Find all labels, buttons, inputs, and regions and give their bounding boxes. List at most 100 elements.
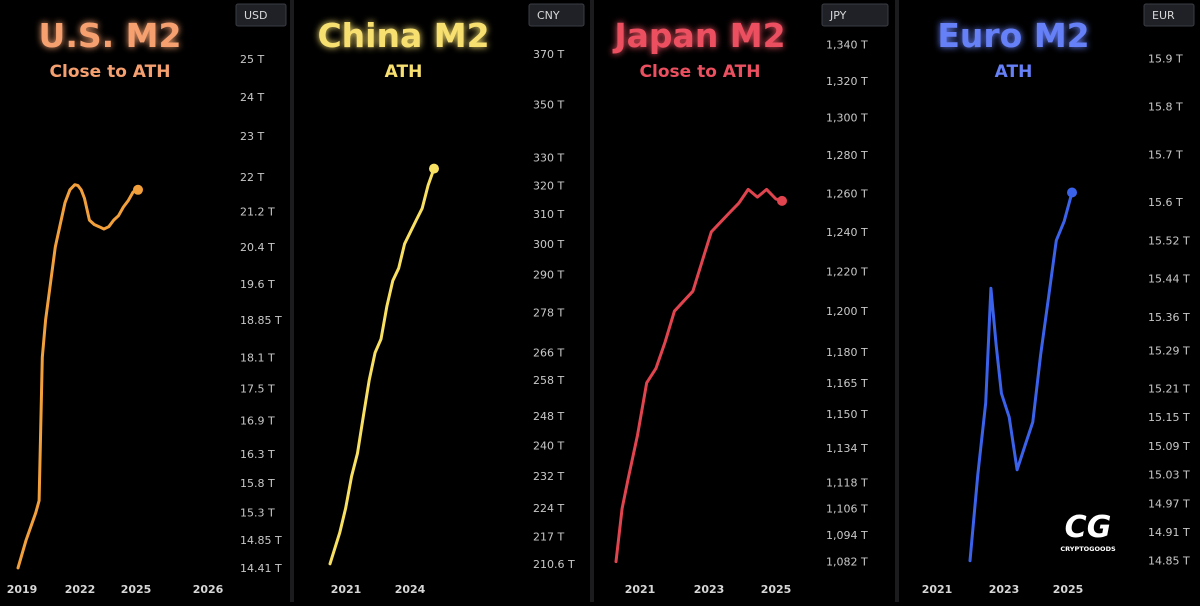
data-point <box>636 434 639 437</box>
data-point <box>329 563 331 565</box>
data-point <box>692 290 694 293</box>
data-point <box>74 183 76 186</box>
data-point <box>38 499 40 502</box>
panel-separator <box>895 0 899 602</box>
y-tick-label: 15.44 T <box>1148 273 1190 286</box>
chart-subtitle: ATH <box>385 62 423 82</box>
data-point <box>403 243 406 245</box>
y-tick-label: 25 T <box>240 53 264 66</box>
data-point <box>356 452 359 455</box>
currency-badge <box>235 3 287 27</box>
data-point <box>621 507 623 510</box>
data-point <box>392 279 394 282</box>
x-tick-label: 2021 <box>922 583 953 596</box>
y-tick-label: 210.6 T <box>533 558 575 571</box>
y-tick-label: 1,094 T <box>826 529 868 542</box>
data-point <box>701 260 703 263</box>
x-tick-label: 2025 <box>1053 583 1084 596</box>
panel-separator <box>590 0 594 602</box>
series-line <box>328 167 436 566</box>
data-point <box>386 305 388 308</box>
data-point <box>645 382 648 384</box>
end-marker <box>1067 187 1077 198</box>
x-tick-label: 2023 <box>989 583 1020 596</box>
y-tick-label: 15.09 T <box>1148 440 1190 453</box>
data-point <box>25 539 27 541</box>
y-tick-label: 1,320 T <box>826 75 868 88</box>
x-tick-label: 2024 <box>395 583 426 596</box>
panel-eur: EUR 15.9 T 15.8 T 15.7 T 15.6 T 15.52 T 15.44 … <box>922 3 1195 596</box>
y-tick-label: 310 T <box>533 208 564 221</box>
y-tick-label: 18.1 T <box>240 351 275 364</box>
logo-mark: CG <box>1065 510 1112 545</box>
data-point <box>995 344 997 347</box>
y-tick-label: 15.29 T <box>1148 344 1190 357</box>
y-tick-label: 21.2 T <box>240 205 275 218</box>
chart-title: China M2 <box>317 16 489 55</box>
y-tick-label: 14.97 T <box>1148 497 1190 510</box>
data-point <box>427 184 429 187</box>
data-point <box>112 219 115 221</box>
y-tick-label: 19.6 T <box>240 278 275 291</box>
data-point <box>421 207 424 210</box>
y-tick-label: 300 T <box>533 238 564 251</box>
y-tick-label: 278 T <box>533 307 564 320</box>
data-point <box>984 402 987 404</box>
data-point <box>35 511 37 514</box>
data-point <box>397 267 400 270</box>
data-point <box>710 231 713 233</box>
y-tick-label: 248 T <box>533 410 564 423</box>
chart-title: Euro M2 <box>937 16 1089 55</box>
data-point <box>765 188 768 191</box>
data-point <box>77 184 79 187</box>
end-marker <box>133 184 143 195</box>
data-point <box>1039 354 1042 356</box>
y-tick-label: 14.85 T <box>240 534 282 547</box>
currency-label: EUR <box>1152 9 1175 22</box>
end-marker <box>777 195 787 206</box>
data-point <box>93 223 95 226</box>
data-point <box>127 199 130 202</box>
x-tick-label: 2019 <box>7 583 38 596</box>
y-tick-label: 1,340 T <box>826 38 868 51</box>
x-tick-label: 2021 <box>331 583 362 596</box>
data-point <box>374 351 376 354</box>
data-point <box>664 340 666 343</box>
x-tick-label: 2025 <box>121 583 152 596</box>
data-point <box>1000 392 1003 395</box>
y-tick-label: 23 T <box>240 130 264 143</box>
y-tick-label: 24 T <box>240 91 264 104</box>
y-tick-label: 258 T <box>533 374 564 387</box>
data-point <box>49 283 52 285</box>
y-tick-label: 15.7 T <box>1148 148 1183 161</box>
data-point <box>775 198 777 200</box>
y-tick-label: 330 T <box>533 152 564 165</box>
chart-subtitle: Close to ATH <box>640 62 761 82</box>
data-point <box>44 319 47 321</box>
x-tick-label: 2026 <box>193 583 224 596</box>
y-tick-label: 20.4 T <box>240 241 275 254</box>
y-tick-label: 14.41 T <box>240 562 282 575</box>
y-tick-label: 15.6 T <box>1148 196 1183 209</box>
data-point <box>368 379 371 382</box>
y-tick-label: 217 T <box>533 531 564 544</box>
data-point <box>1016 469 1018 471</box>
currency-badge <box>1143 3 1195 27</box>
data-point <box>98 225 100 228</box>
currency-label: CNY <box>537 9 560 22</box>
y-tick-label: 1,180 T <box>826 346 868 359</box>
y-tick-label: 1,280 T <box>826 149 868 162</box>
data-point <box>103 228 105 230</box>
chart-subtitle: Close to ATH <box>50 62 171 82</box>
data-point <box>1008 416 1010 419</box>
x-tick-label: 2025 <box>761 583 792 596</box>
data-point <box>59 223 61 226</box>
panel-jpy: JPY 1,340 T 1,320 T 1,300 T 1,280 T 1,260 T 1,… <box>612 3 889 596</box>
y-tick-label: 1,240 T <box>826 226 868 239</box>
x-tick-label: 2023 <box>694 583 725 596</box>
currency-badge <box>528 3 585 27</box>
y-tick-label: 15.9 T <box>1148 53 1183 66</box>
data-point <box>1055 239 1058 242</box>
y-tick-label: 15.03 T <box>1148 469 1190 482</box>
